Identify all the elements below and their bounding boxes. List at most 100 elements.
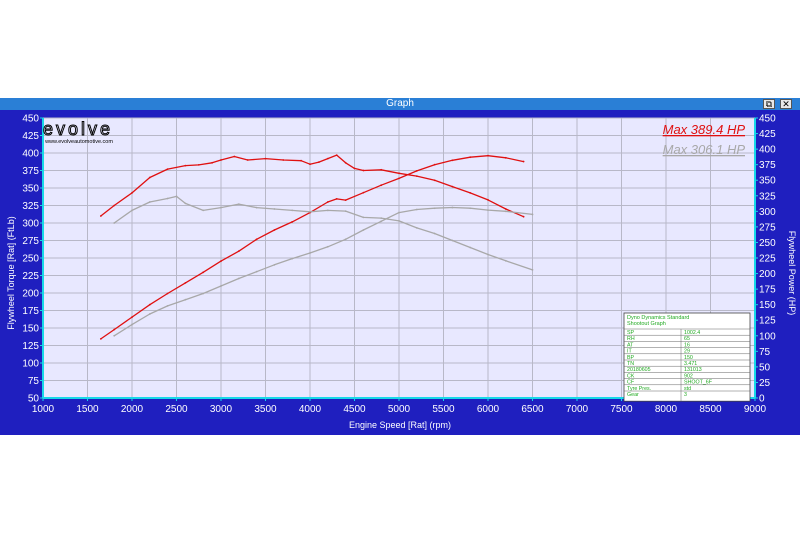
data-point bbox=[433, 232, 436, 235]
data-point bbox=[531, 213, 534, 216]
info-table-value: 3 bbox=[684, 392, 687, 398]
data-point bbox=[113, 204, 116, 207]
data-point bbox=[237, 203, 240, 205]
data-point bbox=[415, 227, 418, 229]
data-point bbox=[487, 209, 489, 211]
y-right-tick-label: 350 bbox=[759, 176, 776, 187]
data-point bbox=[398, 211, 400, 214]
window-title: Graph bbox=[386, 98, 414, 109]
info-table-value: 16 bbox=[684, 342, 690, 348]
y-right-tick-label: 150 bbox=[759, 300, 776, 311]
data-point bbox=[291, 209, 294, 212]
data-point bbox=[469, 156, 472, 159]
data-point bbox=[398, 172, 400, 175]
x-tick-label: 4500 bbox=[343, 404, 366, 415]
data-point bbox=[211, 161, 214, 164]
data-point bbox=[309, 163, 311, 166]
data-point bbox=[344, 210, 347, 212]
data-point bbox=[504, 208, 507, 210]
data-point bbox=[184, 281, 187, 284]
y-right-tick-label: 100 bbox=[759, 331, 776, 342]
y-left-tick-label: 75 bbox=[28, 376, 40, 387]
info-table-key: CF bbox=[627, 380, 635, 386]
data-point bbox=[237, 277, 240, 280]
data-point bbox=[300, 159, 302, 162]
y-right-tick-label: 250 bbox=[759, 238, 776, 249]
data-point bbox=[487, 199, 489, 201]
y-left-tick-label: 100 bbox=[22, 359, 39, 370]
x-axis-title: Engine Speed [Rat] (rpm) bbox=[349, 420, 451, 430]
data-point bbox=[99, 337, 102, 340]
data-point bbox=[504, 156, 507, 159]
x-tick-label: 5000 bbox=[388, 404, 411, 415]
data-point bbox=[504, 210, 507, 213]
series-line-3 bbox=[113, 206, 533, 337]
data-point bbox=[309, 210, 311, 213]
data-point bbox=[433, 163, 436, 166]
chart: 1000 1500 2000 2500 3000 3500 4000 4500 5000 5500… bbox=[6, 114, 797, 431]
data-point bbox=[166, 292, 169, 295]
data-point bbox=[318, 161, 320, 163]
info-table-value: std bbox=[684, 386, 691, 392]
data-point bbox=[264, 157, 267, 160]
data-point bbox=[255, 206, 258, 209]
title-bar[interactable]: Graph ⧉ ✕ bbox=[0, 98, 800, 110]
data-point bbox=[113, 328, 116, 331]
x-tick-label: 2000 bbox=[121, 404, 144, 415]
y-right-tick-label: 450 bbox=[759, 114, 776, 125]
data-point bbox=[398, 177, 400, 180]
y-left-tick-label: 50 bbox=[28, 394, 40, 405]
y-right-tick-label: 425 bbox=[759, 129, 776, 140]
y-left-tick-label: 400 bbox=[22, 149, 39, 160]
data-point bbox=[175, 195, 178, 198]
data-point bbox=[197, 164, 200, 166]
x-tick-label: 7500 bbox=[610, 404, 633, 415]
data-point bbox=[273, 229, 276, 231]
info-table-value: 1002.4 bbox=[684, 330, 700, 336]
y-left-tick-label: 125 bbox=[22, 341, 39, 352]
data-point bbox=[469, 192, 472, 194]
y-left-tick-label: 225 bbox=[22, 271, 39, 282]
data-point bbox=[220, 159, 222, 161]
x-tick-label: 9000 bbox=[744, 404, 767, 415]
info-table-key: BP bbox=[627, 355, 635, 361]
info-table-key: 20180605 bbox=[627, 367, 651, 373]
y-right-tick-label: 50 bbox=[759, 362, 771, 373]
data-point bbox=[148, 201, 151, 203]
data-point bbox=[469, 246, 472, 249]
y-right-tick-label: 225 bbox=[759, 254, 776, 265]
data-point bbox=[291, 221, 294, 223]
data-point bbox=[220, 260, 222, 263]
data-point bbox=[237, 250, 240, 253]
info-table-key: CK bbox=[627, 373, 635, 379]
data-point bbox=[380, 220, 383, 223]
y-right-axis-title: Flywheel Power (HP) bbox=[787, 231, 797, 316]
series-layer bbox=[99, 154, 534, 340]
data-point bbox=[255, 238, 258, 241]
data-point bbox=[166, 305, 169, 307]
y-right-tick-label: 200 bbox=[759, 269, 776, 280]
close-button[interactable]: ✕ bbox=[780, 99, 792, 110]
data-point bbox=[353, 167, 356, 170]
y-left-tick-label: 325 bbox=[22, 201, 39, 212]
data-point bbox=[113, 334, 116, 337]
data-point bbox=[504, 259, 507, 262]
info-table-key: AT bbox=[627, 342, 634, 348]
data-point bbox=[380, 217, 383, 219]
restore-button[interactable]: ⧉ bbox=[763, 99, 775, 110]
data-point bbox=[326, 209, 329, 212]
y-right-tick-label: 300 bbox=[759, 207, 776, 218]
info-table-key: Tyre Pres. bbox=[627, 386, 651, 392]
data-point bbox=[148, 313, 151, 315]
data-point bbox=[487, 154, 489, 157]
y-right-tick-label: 125 bbox=[759, 316, 776, 327]
data-point bbox=[451, 239, 454, 242]
info-table-header: Shootout Graph bbox=[627, 321, 666, 327]
data-point bbox=[335, 154, 338, 156]
data-point bbox=[451, 206, 454, 209]
series-line-1 bbox=[100, 155, 524, 340]
data-point bbox=[220, 285, 222, 287]
x-tick-label: 8000 bbox=[655, 404, 678, 415]
data-point bbox=[148, 303, 151, 306]
y-left-tick-label: 150 bbox=[22, 324, 39, 335]
